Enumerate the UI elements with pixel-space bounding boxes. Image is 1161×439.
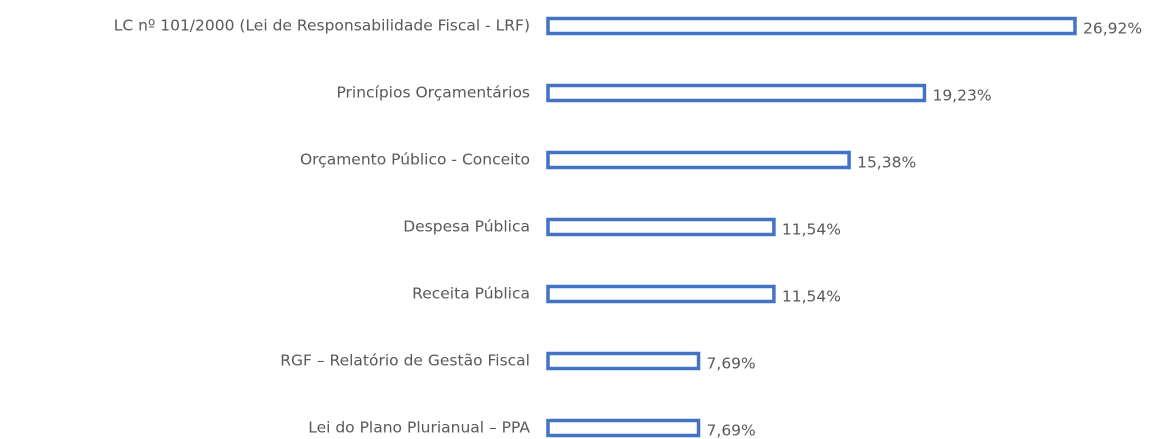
bar bbox=[546, 16, 1077, 36]
bar bbox=[546, 83, 927, 103]
bar bbox=[546, 217, 776, 237]
bar bbox=[546, 284, 776, 304]
y-tick-label: Receita Pública bbox=[412, 285, 530, 303]
y-tick-label: Orçamento Público - Conceito bbox=[300, 151, 530, 169]
data-label: 7,69% bbox=[707, 422, 756, 439]
data-label: 19,23% bbox=[932, 87, 991, 105]
y-tick-label: LC nº 101/2000 (Lei de Responsabilidade … bbox=[114, 17, 530, 35]
bar bbox=[546, 150, 851, 170]
bar bbox=[546, 351, 701, 371]
bar bbox=[546, 418, 701, 438]
y-tick-label: Princípios Orçamentários bbox=[336, 84, 530, 102]
data-label: 7,69% bbox=[707, 355, 756, 373]
data-label: 15,38% bbox=[857, 154, 916, 172]
y-tick-label: Lei do Plano Plurianual – PPA bbox=[308, 419, 530, 437]
y-tick-label: RGF – Relatório de Gestão Fiscal bbox=[280, 352, 530, 370]
data-label: 11,54% bbox=[782, 221, 841, 239]
y-tick-label: Despesa Pública bbox=[403, 218, 530, 236]
data-label: 11,54% bbox=[782, 288, 841, 306]
data-label: 26,92% bbox=[1083, 20, 1142, 38]
